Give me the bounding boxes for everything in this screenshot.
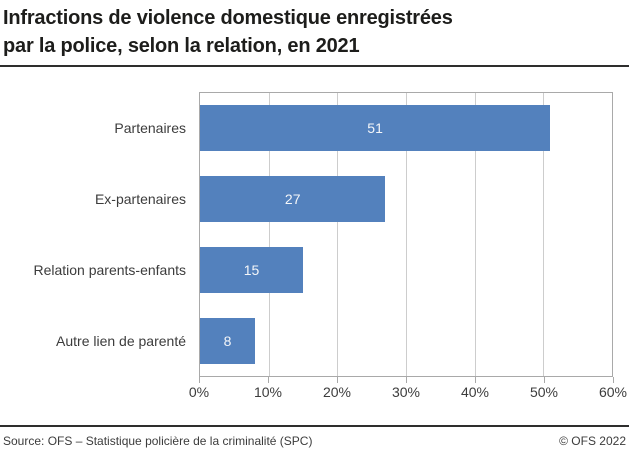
category-label: Autre lien de parenté [56,333,186,350]
x-tick-mark [613,377,614,383]
x-tick-mark [474,377,476,383]
bar-value-label: 27 [284,191,301,208]
x-tick-mark [199,377,200,383]
x-tick-mark [406,377,407,383]
x-tick-mark [267,377,269,383]
gridline [337,93,339,376]
x-tick-label: 60% [598,384,628,400]
x-axis-tick-labels: 0% 10% 20% 30% 40% 50% 60% [189,384,627,402]
x-tick-label: 20% [322,384,351,400]
x-tick-label: 10% [253,384,282,400]
source-text: Source: OFS – Statistique policière de l… [3,434,313,448]
chart-title-line2: par la police, selon la relation, en 202… [3,35,360,57]
gridline [406,93,407,376]
gridline [543,93,545,376]
chart-title-line1: Infractions de violence domestique enreg… [3,7,453,29]
title-divider [0,65,629,67]
bar-value-label: 51 [367,120,383,137]
gridline [268,93,270,376]
x-axis-tick-marks [199,377,614,384]
bar-value-label: 8 [223,332,232,349]
x-tick-mark [544,377,545,383]
bar-autre-lien-de-parent-: 8 [200,317,255,364]
chart-title: Infractions de violence domestique enreg… [3,4,453,60]
plot-area: 51 27 15 8 [199,92,613,377]
footer-divider [0,425,629,427]
x-tick-label: 40% [460,384,489,400]
category-axis-labels: Partenaires Ex-partenaires Relation parent… [0,92,186,377]
gridline [474,93,476,376]
x-tick-label: 0% [188,384,210,400]
category-label: Relation parents-enfants [33,262,186,279]
bar-value-label: 15 [243,261,260,278]
copyright-text: © OFS 2022 [559,434,626,448]
footer: Source: OFS – Statistique policière de l… [3,434,626,448]
bar-relation-parents-enfants: 15 [200,246,303,293]
x-tick-mark [336,377,338,383]
bar-ex-partenaires: 27 [200,176,386,223]
category-label: Partenaires [114,119,186,136]
category-label: Ex-partenaires [94,190,186,207]
bar-partenaires: 51 [200,105,551,152]
x-tick-label: 30% [391,384,421,400]
x-tick-label: 50% [529,384,559,400]
